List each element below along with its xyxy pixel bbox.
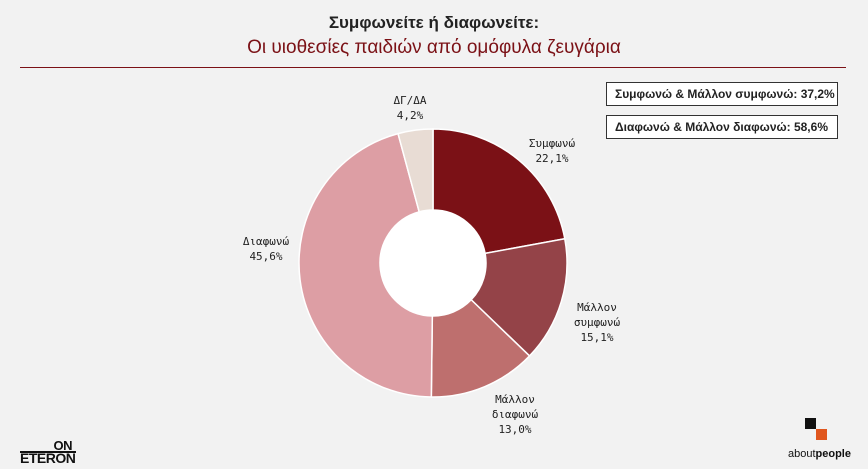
slice-3 bbox=[298, 132, 434, 398]
slice-label-0-line-0: Συμφωνώ bbox=[529, 137, 576, 150]
slice-label-1-line-2: 15,1% bbox=[580, 331, 613, 344]
logo-mark-black bbox=[805, 418, 816, 429]
slice-label-2-line-0: Μάλλον bbox=[495, 393, 535, 406]
slice-label-4: ΔΓ/ΔΑ 4,2% bbox=[393, 94, 426, 122]
disagree-total-box: Διαφωνώ & Μάλλον διαφωνώ: 58,6% bbox=[606, 115, 838, 139]
oneteron-logo: ON ETERON bbox=[20, 438, 76, 466]
aboutpeople-logo: aboutpeople bbox=[788, 418, 858, 463]
donut-hole bbox=[380, 210, 486, 316]
slice-label-0-line-1: 22,1% bbox=[535, 152, 568, 165]
chart-subtitle: Οι υιοθεσίες παιδιών από ομόφυλα ζευγάρι… bbox=[247, 37, 621, 58]
slice-label-2-line-1: διαφωνώ bbox=[492, 408, 539, 421]
slice-label-4-line-1: 4,2% bbox=[397, 109, 424, 122]
logo-mark-orange bbox=[816, 429, 827, 440]
agree-total-box: Συμφωνώ & Μάλλον συμφωνώ: 37,2% bbox=[606, 82, 838, 106]
slice-label-1-line-0: Μάλλον bbox=[577, 301, 617, 314]
slice-label-2-line-2: 13,0% bbox=[498, 423, 531, 436]
divider bbox=[20, 67, 846, 68]
slice-label-3-line-0: Διαφωνώ bbox=[243, 235, 290, 248]
slice-label-3: Διαφωνώ 45,6% bbox=[243, 235, 290, 263]
slice-label-2: Μάλλον διαφωνώ 13,0% bbox=[492, 393, 539, 436]
slice-label-0: Συμφωνώ 22,1% bbox=[529, 137, 576, 165]
logo-word-people: people bbox=[815, 448, 851, 460]
slice-label-4-line-0: ΔΓ/ΔΑ bbox=[393, 94, 426, 107]
chart-title: Συμφωνείτε ή διαφωνείτε: bbox=[328, 13, 540, 32]
slice-label-3-line-1: 45,6% bbox=[249, 250, 282, 263]
logo-wordmark: aboutpeople bbox=[788, 448, 851, 460]
logo-word-about: about bbox=[788, 448, 816, 460]
slice-label-1-line-1: συμφωνώ bbox=[574, 316, 621, 329]
logo-on-text: ON bbox=[53, 438, 73, 453]
logo-eteron-text: ETERON bbox=[20, 450, 76, 466]
slice-label-1: Μάλλον συμφωνώ 15,1% bbox=[574, 301, 621, 344]
